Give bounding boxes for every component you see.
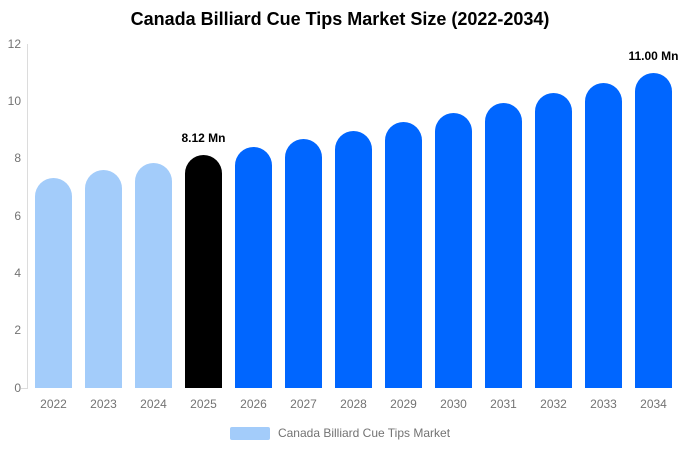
x-tick-label-2027: 2027	[290, 397, 317, 411]
legend-item[interactable]: Canada Billiard Cue Tips Market	[0, 425, 680, 441]
x-tick-label-2025: 2025	[190, 397, 217, 411]
bar-2026[interactable]	[235, 147, 272, 388]
y-tick-mark-0	[21, 388, 27, 389]
y-tick-label-10: 10	[7, 93, 21, 108]
bar-2025[interactable]	[185, 155, 222, 388]
bar-2029[interactable]	[385, 121, 422, 388]
y-tick-label-8: 8	[14, 151, 21, 166]
y-axis-line	[27, 44, 28, 389]
bar-2024[interactable]	[135, 162, 172, 388]
x-tick-label-2024: 2024	[140, 397, 167, 411]
bar-2023[interactable]	[85, 170, 122, 388]
y-tick-label-4: 4	[14, 265, 21, 280]
x-tick-label-2034: 2034	[640, 397, 667, 411]
bar-2032[interactable]	[535, 93, 572, 388]
bar-2033[interactable]	[585, 83, 622, 388]
legend-swatch	[229, 426, 270, 440]
x-tick-label-2031: 2031	[490, 397, 517, 411]
x-tick-label-2030: 2030	[440, 397, 467, 411]
bar-2022[interactable]	[35, 177, 72, 388]
x-tick-label-2022: 2022	[40, 397, 67, 411]
bar-2030[interactable]	[435, 112, 472, 388]
x-tick-label-2029: 2029	[390, 397, 417, 411]
y-tick-label-2: 2	[14, 323, 21, 338]
x-tick-label-2026: 2026	[240, 397, 267, 411]
x-tick-label-2023: 2023	[90, 397, 117, 411]
value-label-2034: 11.00 Mn	[628, 48, 679, 63]
value-label-2025: 8.12 Mn	[181, 131, 226, 146]
x-tick-label-2032: 2032	[540, 397, 567, 411]
x-tick-label-2033: 2033	[590, 397, 617, 411]
chart-title: Canada Billiard Cue Tips Market Size (20…	[130, 9, 550, 29]
bar-2027[interactable]	[285, 138, 322, 388]
bar-2028[interactable]	[335, 130, 372, 388]
bar-2034[interactable]	[635, 72, 672, 388]
y-tick-label-6: 6	[14, 208, 21, 223]
y-tick-label-0: 0	[14, 380, 21, 395]
legend-label: Canada Billiard Cue Tips Market	[277, 426, 451, 440]
x-tick-label-2028: 2028	[340, 397, 367, 411]
y-tick-label-12: 12	[7, 36, 21, 51]
bar-2031[interactable]	[485, 103, 522, 388]
